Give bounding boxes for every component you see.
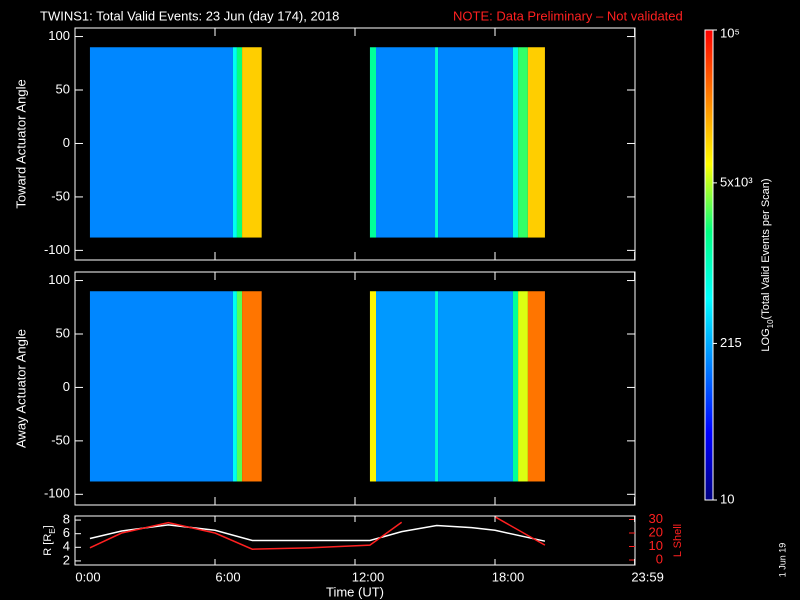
- colorbar-tick-label: 5x10³: [720, 174, 753, 189]
- y2-tick-label: 20: [649, 524, 663, 539]
- y-tick-label: 100: [48, 28, 70, 43]
- colorbar-tick-label: 10: [720, 491, 734, 506]
- x-tick-label: 18:00: [492, 569, 525, 584]
- colorbar-label-part: LOG: [760, 328, 772, 351]
- heatmap-cell: [89, 291, 233, 482]
- y-tick-label: -50: [51, 432, 70, 447]
- y-tick-label: 50: [56, 325, 70, 340]
- heatmap-cell: [527, 47, 545, 238]
- colorbar-label-part: (Total Valid Events per Scan): [760, 178, 772, 319]
- y-axis-label-part: E: [48, 528, 57, 533]
- y2-axis-label: L Shell: [672, 524, 684, 557]
- y-tick-label: 0: [63, 135, 70, 150]
- heatmap-cell: [512, 291, 519, 482]
- heatmap-cell: [242, 47, 262, 238]
- y-tick-label: 4: [63, 539, 70, 554]
- y-tick-label: 100: [48, 272, 70, 287]
- y-axis-label-part: ]: [42, 525, 54, 528]
- title: TWINS1: Total Valid Events: 23 Jun (day …: [40, 8, 339, 23]
- heatmap-cell: [232, 291, 237, 482]
- colorbar-label-part: 10: [766, 319, 775, 328]
- heatmap-cell: [89, 47, 233, 238]
- y2-tick-label: 0: [656, 551, 663, 566]
- date-stamp: 1 Jun 19: [777, 543, 787, 578]
- heatmap-cell: [435, 291, 439, 482]
- y-tick-label: 0: [63, 379, 70, 394]
- heatmap-cell: [236, 291, 243, 482]
- heatmap-cell: [518, 291, 528, 482]
- heatmap-cell: [242, 291, 262, 482]
- y2-tick-label: 10: [649, 538, 663, 553]
- x-tick-label: 0:00: [75, 569, 100, 584]
- colorbar-tick-label: 215: [720, 335, 742, 350]
- x-tick-label: 6:00: [215, 569, 240, 584]
- heatmap-cell: [438, 47, 513, 238]
- y-tick-label: 2: [63, 552, 70, 567]
- y-tick-label: 8: [63, 512, 70, 527]
- y-tick-label: 50: [56, 81, 70, 96]
- y-axis-label: Away Actuator Angle: [13, 329, 28, 448]
- y-axis-label: R [RE]: [42, 525, 57, 555]
- colorbar-tick-label: 10⁵: [720, 25, 740, 40]
- series-line: [89, 524, 546, 542]
- y-tick-label: 6: [63, 525, 70, 540]
- heatmap-cell: [518, 47, 528, 238]
- y2-tick-label: 30: [649, 511, 663, 526]
- colorbar: [704, 29, 714, 501]
- y-axis-label: Toward Actuator Angle: [13, 79, 28, 208]
- heatmap-cell: [369, 47, 376, 238]
- y-tick-label: -100: [44, 486, 70, 501]
- y-tick-label: -100: [44, 242, 70, 257]
- note: NOTE: Data Preliminary – Not validated: [453, 8, 683, 23]
- x-tick-label: 12:00: [352, 569, 385, 584]
- y-axis-label-part: R [R: [42, 534, 54, 556]
- x-tick-label: 23:59: [631, 569, 664, 584]
- series-line: [89, 516, 546, 550]
- heatmap-cell: [376, 291, 436, 482]
- heatmap-cell: [435, 47, 439, 238]
- heatmap-cell: [369, 291, 376, 482]
- colorbar-label: LOG10(Total Valid Events per Scan): [760, 178, 775, 351]
- heatmap-cell: [376, 47, 436, 238]
- x-axis-label: Time (UT): [326, 584, 384, 599]
- heatmap-cell: [512, 47, 519, 238]
- heatmap-cell: [527, 291, 545, 482]
- heatmap-cell: [438, 291, 513, 482]
- y-tick-label: -50: [51, 188, 70, 203]
- heatmap-cell: [236, 47, 243, 238]
- heatmap-cell: [232, 47, 237, 238]
